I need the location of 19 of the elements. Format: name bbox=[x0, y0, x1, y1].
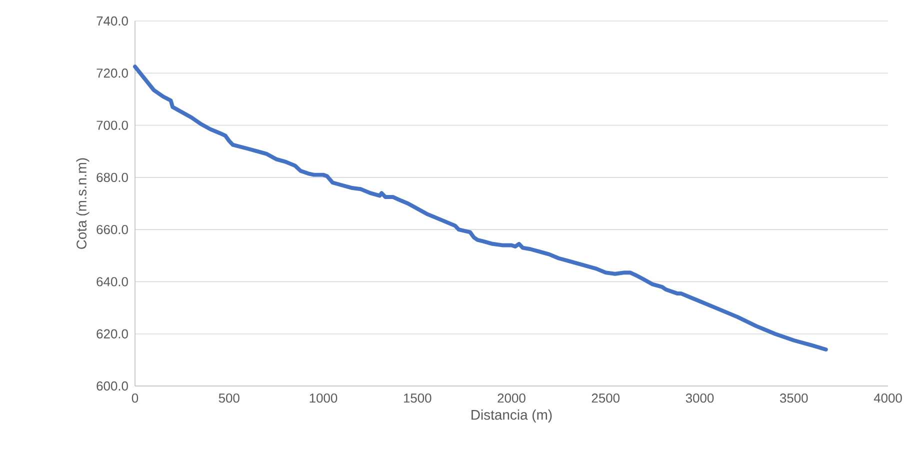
y-tick-label: 640.0 bbox=[96, 277, 128, 286]
x-tick-label: 0 bbox=[132, 394, 138, 403]
y-tick-label: 680.0 bbox=[96, 172, 128, 182]
y-axis-title: Cota (m.s.n.m) bbox=[76, 158, 90, 249]
y-tick-label: 660.0 bbox=[96, 224, 128, 234]
x-tick-label: 2500 bbox=[592, 394, 620, 403]
x-tick-label: 3000 bbox=[686, 394, 714, 403]
x-tick-label: 1000 bbox=[310, 394, 338, 403]
x-axis-title: Distancia (m) bbox=[472, 410, 552, 423]
y-tick-label: 600.0 bbox=[96, 381, 128, 391]
x-tick-label: 1500 bbox=[404, 394, 432, 403]
x-tick-label: 2000 bbox=[498, 394, 526, 403]
y-tick-label: 720.0 bbox=[96, 68, 128, 78]
y-tick-label: 740.0 bbox=[96, 16, 128, 26]
x-tick-label: 3500 bbox=[780, 394, 808, 403]
x-tick-label: 500 bbox=[218, 394, 240, 403]
y-tick-label: 620.0 bbox=[96, 329, 128, 338]
y-tick-label: 700.0 bbox=[96, 120, 128, 130]
x-tick-label: 4000 bbox=[874, 394, 902, 403]
